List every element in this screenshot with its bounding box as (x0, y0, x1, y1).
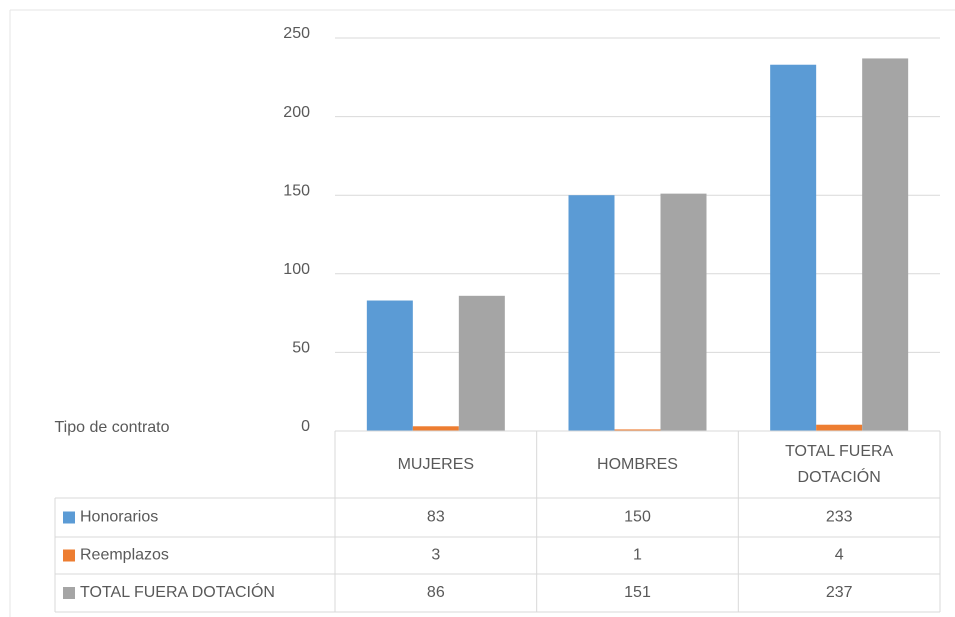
bar (568, 195, 615, 431)
legend-key (63, 511, 75, 524)
y-tick-label: 0 (301, 418, 310, 435)
y-tick-label: 100 (283, 261, 310, 278)
legend-label: Honorarios (80, 509, 158, 526)
table-value: 1 (633, 547, 642, 564)
bar (458, 295, 505, 431)
y-tick-label: 50 (292, 340, 310, 357)
bar (770, 64, 817, 431)
y-tick-label: 250 (283, 25, 310, 42)
x-tick-label: MUJERES (397, 456, 475, 473)
bar (614, 429, 661, 431)
table-value: 4 (835, 547, 844, 564)
table-value: 150 (624, 509, 651, 526)
table-value: 151 (624, 584, 651, 601)
table-value: 3 (431, 547, 440, 564)
table-value: 83 (427, 509, 445, 526)
table-value: 233 (826, 509, 853, 526)
table-value: 237 (826, 584, 853, 601)
legend-key (63, 587, 75, 599)
x-axis-title: Tipo de contrato (54, 419, 170, 436)
legend-label: Reemplazos (80, 547, 169, 564)
bar (412, 426, 459, 431)
x-tick-label: TOTAL FUERA DOTACIÓN (785, 443, 894, 486)
legend-key (63, 549, 75, 562)
y-tick-label: 200 (283, 104, 310, 121)
bar (660, 193, 707, 431)
legend-label: TOTAL FUERA DOTACIÓN (80, 582, 275, 601)
bar (816, 424, 863, 431)
y-tick-label: 150 (283, 182, 310, 199)
x-tick-label: HOMBRES (597, 456, 678, 473)
bar (862, 58, 909, 431)
bar (366, 300, 413, 431)
table-value: 86 (427, 584, 445, 601)
